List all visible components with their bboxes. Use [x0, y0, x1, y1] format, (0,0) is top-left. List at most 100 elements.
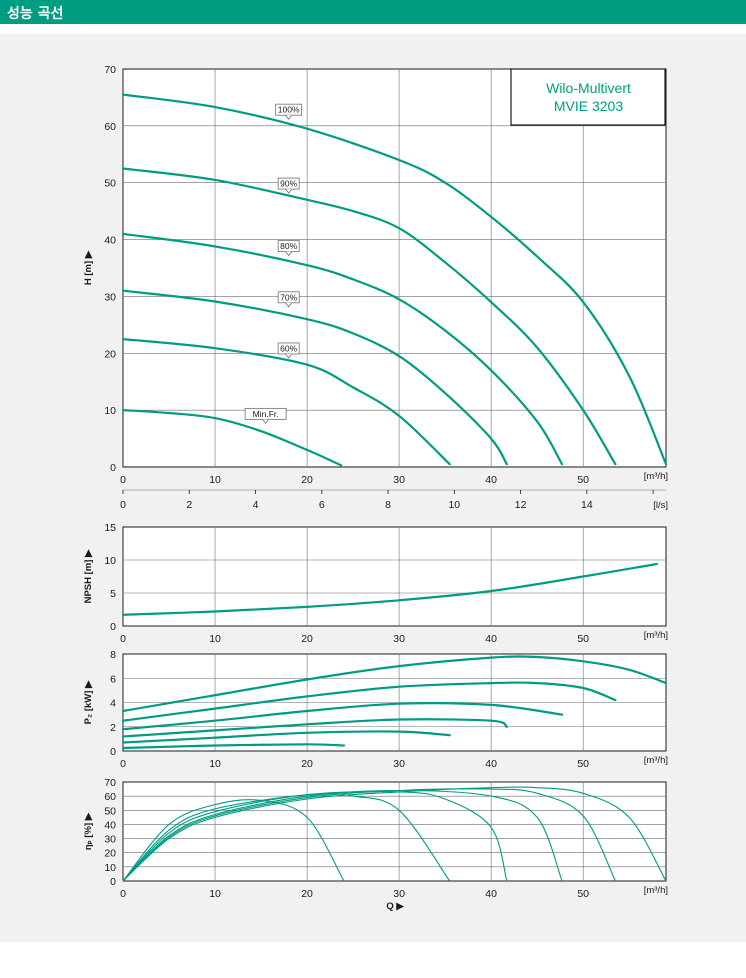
npsh-x-tick-label: 30: [393, 633, 405, 645]
head-title-box: [510, 68, 666, 126]
head-secondary-tick-label: 12: [515, 499, 527, 511]
head-plot-area: [122, 68, 667, 468]
head-curve-label-pointer: [285, 251, 292, 257]
efficiency-y-tick-label: 40: [104, 819, 116, 831]
head-curve-60: [121, 338, 451, 466]
head-curve-label: 100%: [278, 105, 300, 115]
npsh-curve-series: [121, 562, 658, 616]
npsh-x-tick-label: 40: [485, 633, 497, 645]
head-secondary-tick-label: 0: [120, 499, 126, 511]
head-x-unit: [m³/h]: [644, 471, 668, 482]
efficiency-y-tick-label: 30: [104, 834, 116, 846]
head-x-tick-label: 20: [301, 474, 313, 486]
head-curve-label-pointer: [262, 419, 269, 425]
head-curve-label-pointer: [285, 302, 292, 308]
power-y-tick-label: 4: [110, 698, 116, 710]
head-secondary-tick-label: 2: [186, 499, 192, 511]
head-y-axis-label: H [m] ▶: [83, 249, 94, 285]
power-x-tick-label: 20: [301, 758, 313, 770]
efficiency-curve-minfr: [122, 799, 345, 882]
head-title-line2: MVIE 3203: [554, 98, 623, 114]
section-title: 성능 곡선: [7, 6, 64, 22]
efficiency-y-tick-label: 50: [104, 805, 116, 817]
efficiency-curve-70: [122, 791, 508, 882]
power-x-tick-label: 10: [209, 758, 221, 770]
head-y-tick-label: 70: [104, 64, 116, 76]
head-curve-label-pointer: [285, 114, 292, 120]
efficiency-curve-100: [122, 786, 667, 882]
head-curve-label: 60%: [280, 343, 297, 353]
head-x-tick-label: 0: [120, 474, 126, 486]
head-y-tick-label: 60: [104, 121, 116, 133]
head-x-tick-label: 10: [209, 474, 221, 486]
efficiency-plot-area: [122, 781, 667, 882]
power-y-axis-label: P₂ [kW] ▶: [83, 679, 94, 724]
efficiency-y-tick-label: 0: [110, 876, 116, 888]
npsh-y-axis-label: NPSH [m] ▶: [83, 548, 94, 603]
power-x-unit: [m³/h]: [644, 755, 668, 766]
head-x-tick-label: 40: [485, 474, 497, 486]
head-secondary-tick-label: 4: [253, 499, 259, 511]
head-y-tick-label: 20: [104, 348, 116, 360]
npsh-plot-area: [122, 526, 667, 627]
efficiency-y-tick-label: 60: [104, 791, 116, 803]
power-x-tick-label: 50: [577, 758, 589, 770]
npsh-y-tick-label: 15: [104, 522, 116, 534]
head-secondary-tick-label: 14: [581, 499, 593, 511]
efficiency-x-tick-label: 0: [120, 888, 126, 900]
npsh-x-tick-label: 20: [301, 633, 313, 645]
power-curve-100: [121, 655, 668, 713]
efficiency-x-axis-label: Q ▶: [386, 901, 405, 912]
efficiency-curve-60: [122, 792, 451, 882]
head-curve-label-pointer: [285, 353, 292, 359]
head-curve-100: [121, 93, 668, 466]
efficiency-y-tick-label: 10: [104, 862, 116, 874]
head-curve-minfr: [121, 409, 343, 467]
efficiency-x-tick-label: 10: [209, 888, 221, 900]
power-y-tick-label: 8: [110, 649, 116, 661]
head-y-tick-label: 50: [104, 178, 116, 190]
efficiency-y-tick-label: 70: [104, 777, 116, 789]
power-x-tick-label: 0: [120, 758, 126, 770]
power-x-tick-label: 30: [393, 758, 405, 770]
head-y-tick-label: 0: [110, 462, 116, 474]
power-curve-90: [121, 681, 617, 722]
head-x-tick-label: 30: [393, 474, 405, 486]
efficiency-x-tick-label: 20: [301, 888, 313, 900]
efficiency-x-tick-label: 30: [393, 888, 405, 900]
efficiency-x-tick-label: 40: [485, 888, 497, 900]
head-curve-90: [121, 167, 617, 466]
npsh-x-tick-label: 0: [120, 633, 126, 645]
head-curve-80: [121, 232, 564, 466]
efficiency-y-axis-label: ηₚ [%] ▶: [83, 811, 94, 850]
efficiency-x-unit: [m³/h]: [644, 885, 668, 896]
head-curve-label: 80%: [280, 241, 297, 251]
power-curve-70: [121, 718, 508, 738]
efficiency-y-tick-label: 20: [104, 848, 116, 860]
head-curve-label-pointer: [285, 188, 292, 194]
npsh-x-tick-label: 10: [209, 633, 221, 645]
power-curve-60: [121, 730, 451, 744]
head-title-line1: Wilo-Multivert: [546, 80, 631, 96]
section-header: 성능 곡선: [0, 0, 746, 24]
efficiency-x-tick-label: 50: [577, 888, 589, 900]
npsh-y-tick-label: 0: [110, 621, 116, 633]
power-curve-80: [121, 702, 564, 731]
head-secondary-tick-label: 8: [385, 499, 391, 511]
head-secondary-unit: [l/s]: [653, 500, 668, 511]
power-y-tick-label: 2: [110, 722, 116, 734]
head-curve-70: [121, 289, 508, 466]
power-y-tick-label: 6: [110, 673, 116, 685]
head-curve-label: 90%: [280, 179, 297, 189]
head-x-tick-label: 50: [577, 474, 589, 486]
npsh-x-unit: [m³/h]: [644, 630, 668, 641]
head-curve-label: Min.Fr.: [253, 409, 279, 419]
head-curve-label: 70%: [280, 292, 297, 302]
npsh-x-tick-label: 50: [577, 633, 589, 645]
power-x-tick-label: 40: [485, 758, 497, 770]
head-y-tick-label: 10: [104, 405, 116, 417]
npsh-y-tick-label: 10: [104, 555, 116, 567]
power-y-tick-label: 0: [110, 746, 116, 758]
head-secondary-tick-label: 6: [319, 499, 325, 511]
head-y-tick-label: 40: [104, 235, 116, 247]
